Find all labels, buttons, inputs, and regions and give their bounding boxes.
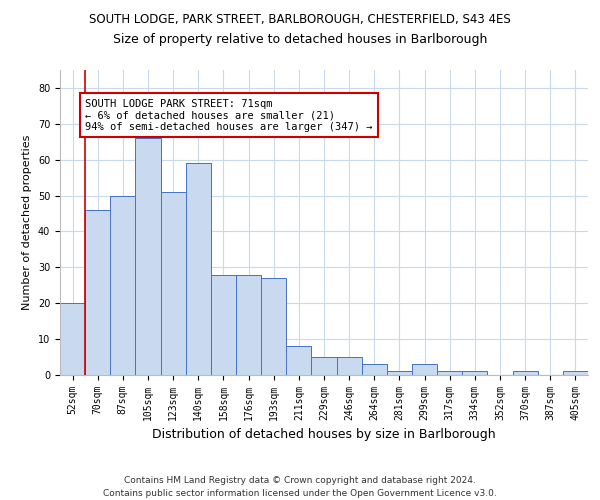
- Bar: [412, 364, 437, 375]
- Bar: [437, 372, 462, 375]
- Bar: [211, 274, 236, 375]
- Y-axis label: Number of detached properties: Number of detached properties: [22, 135, 32, 310]
- Bar: [110, 196, 136, 375]
- Bar: [60, 303, 85, 375]
- Bar: [236, 274, 261, 375]
- Bar: [261, 278, 286, 375]
- Bar: [161, 192, 186, 375]
- Bar: [85, 210, 110, 375]
- Text: SOUTH LODGE, PARK STREET, BARLBOROUGH, CHESTERFIELD, S43 4ES: SOUTH LODGE, PARK STREET, BARLBOROUGH, C…: [89, 12, 511, 26]
- Text: Contains HM Land Registry data © Crown copyright and database right 2024.
Contai: Contains HM Land Registry data © Crown c…: [103, 476, 497, 498]
- X-axis label: Distribution of detached houses by size in Barlborough: Distribution of detached houses by size …: [152, 428, 496, 442]
- Text: SOUTH LODGE PARK STREET: 71sqm
← 6% of detached houses are smaller (21)
94% of s: SOUTH LODGE PARK STREET: 71sqm ← 6% of d…: [85, 98, 373, 132]
- Bar: [362, 364, 387, 375]
- Bar: [462, 372, 487, 375]
- Bar: [136, 138, 161, 375]
- Bar: [337, 357, 362, 375]
- Text: Size of property relative to detached houses in Barlborough: Size of property relative to detached ho…: [113, 32, 487, 46]
- Bar: [563, 372, 588, 375]
- Bar: [286, 346, 311, 375]
- Bar: [186, 164, 211, 375]
- Bar: [512, 372, 538, 375]
- Bar: [387, 372, 412, 375]
- Bar: [311, 357, 337, 375]
